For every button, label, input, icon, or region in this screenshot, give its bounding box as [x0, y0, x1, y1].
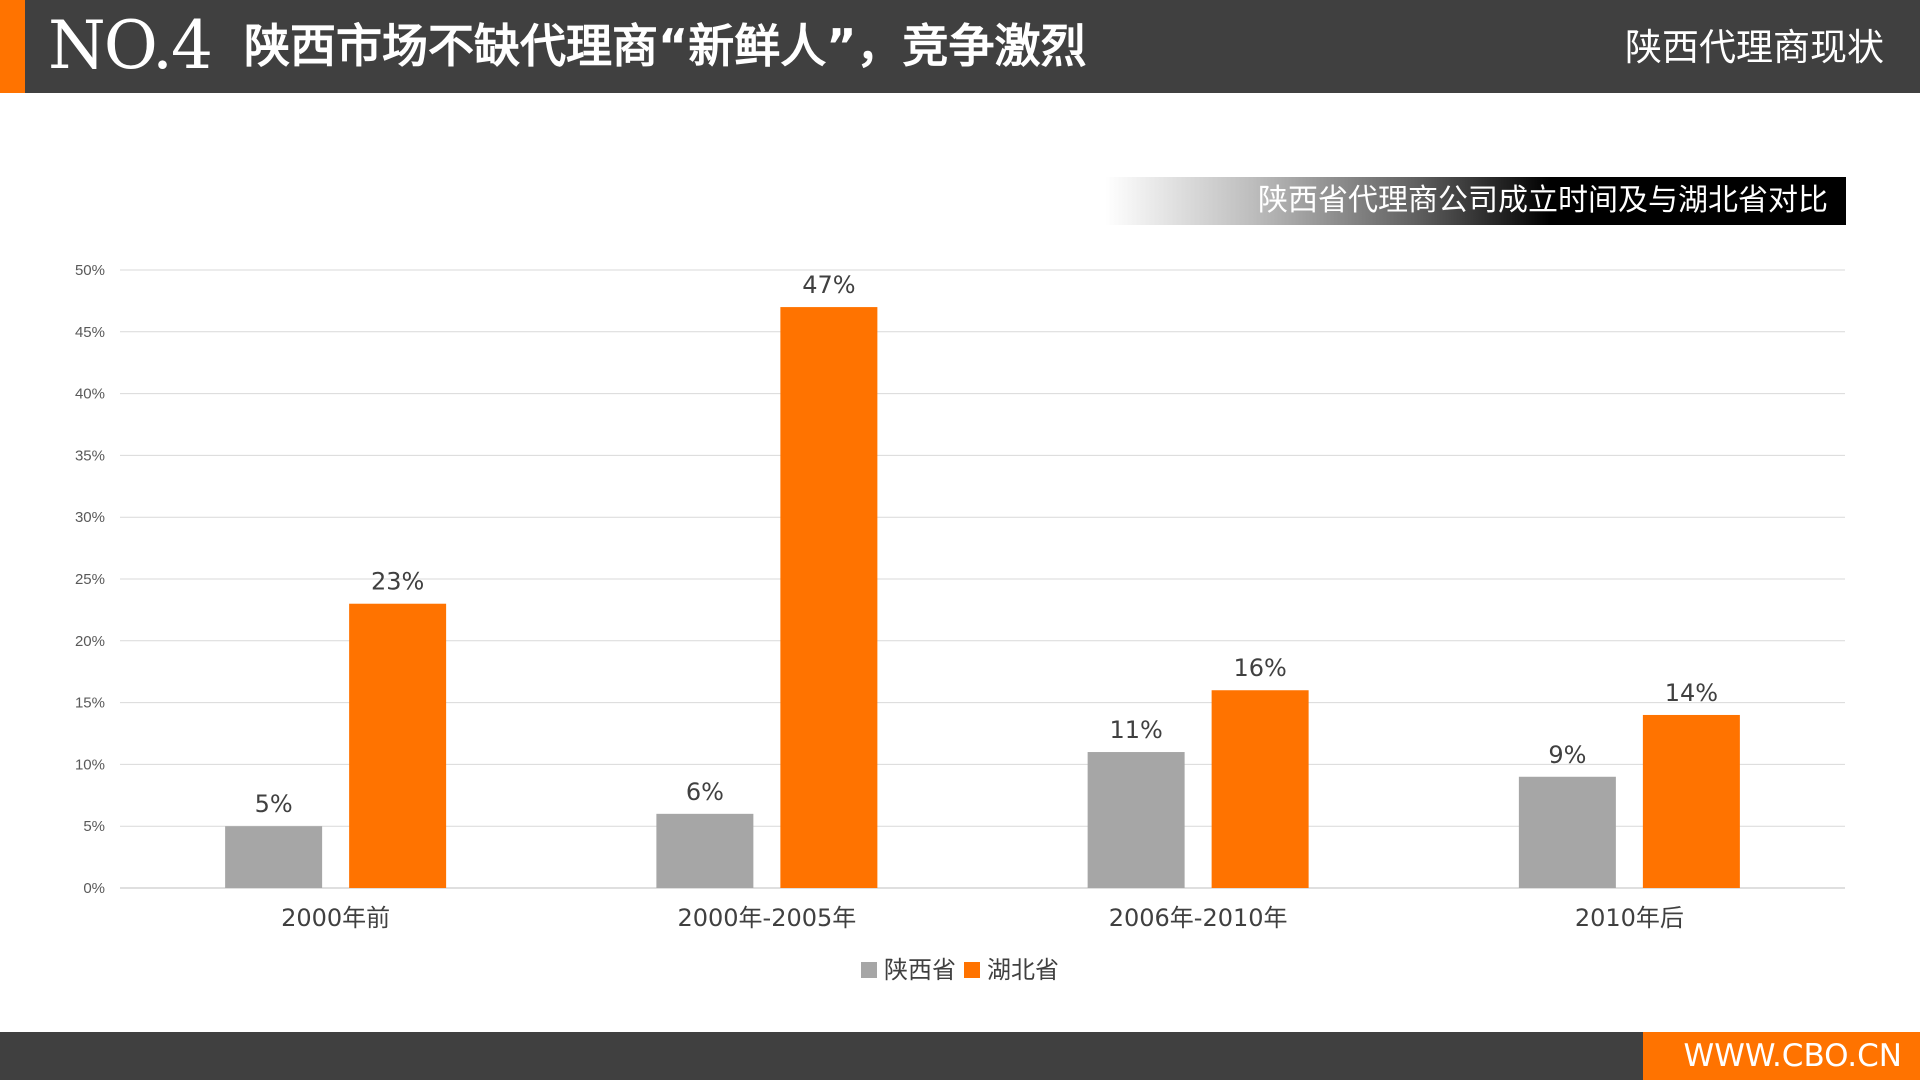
y-tick-label: 35%: [75, 447, 105, 464]
y-tick-label: 30%: [75, 509, 105, 526]
section-number: NO.4: [48, 7, 213, 84]
legend-label-hubei: 湖北省: [987, 956, 1059, 984]
y-tick-label: 10%: [75, 756, 105, 773]
bar-shaanxi: [656, 813, 754, 888]
legend-label-shaanxi: 陕西省: [884, 956, 956, 984]
data-label: 23%: [371, 568, 424, 596]
bar-shaanxi: [1518, 776, 1616, 888]
y-tick-label: 40%: [75, 386, 105, 403]
bar-hubei: [780, 307, 878, 889]
legend-swatch-hubei: [964, 962, 980, 978]
bar-hubei: [1211, 690, 1309, 888]
y-tick-label: 25%: [75, 571, 105, 588]
y-tick-label: 20%: [75, 633, 105, 650]
data-label: 14%: [1665, 679, 1718, 707]
bar-hubei: [349, 603, 447, 888]
chart-subtitle-band: 陕西省代理商公司成立时间及与湖北省对比: [1105, 177, 1846, 225]
section-title: 陕西代理商现状: [1625, 26, 1884, 69]
data-label: 16%: [1233, 654, 1286, 682]
x-category-label: 2006年-2010年: [1109, 904, 1288, 932]
chart-subtitle: 陕西省代理商公司成立时间及与湖北省对比: [1258, 183, 1828, 218]
data-label: 47%: [802, 271, 855, 299]
bar-hubei: [1642, 714, 1740, 888]
y-tick-label: 45%: [75, 324, 105, 341]
y-tick-label: 5%: [83, 818, 105, 835]
bar-shaanxi: [1087, 752, 1185, 888]
bar-shaanxi: [225, 826, 323, 888]
data-label: 11%: [1109, 716, 1162, 744]
footer-accent-block: WWW.CBO.CN: [1643, 1032, 1920, 1080]
data-label: 5%: [255, 790, 293, 818]
y-tick-label: 50%: [75, 262, 105, 279]
x-category-label: 2000年-2005年: [677, 904, 856, 932]
footer-site-link[interactable]: WWW.CBO.CN: [1683, 1038, 1902, 1074]
data-label: 9%: [1548, 741, 1586, 769]
x-category-label: 2010年后: [1575, 904, 1684, 932]
y-tick-label: 0%: [83, 880, 105, 897]
page-title: 陕西市场不缺代理商“新鲜人”，竞争激烈: [244, 19, 1087, 73]
footer-bar: WWW.CBO.CN: [0, 1032, 1920, 1080]
header-accent-strip: [0, 0, 25, 93]
legend-swatch-shaanxi: [861, 962, 877, 978]
bar-chart: 0% 5% 10% 15% 20% 25% 30% 35% 40% 45% 50% 5% 23% 2000…: [75, 262, 1845, 984]
header-bar: NO.4 陕西市场不缺代理商“新鲜人”，竞争激烈 陕西代理商现状: [0, 0, 1920, 93]
y-tick-label: 15%: [75, 695, 105, 712]
x-category-label: 2000年前: [281, 904, 390, 932]
data-label: 6%: [686, 778, 724, 806]
